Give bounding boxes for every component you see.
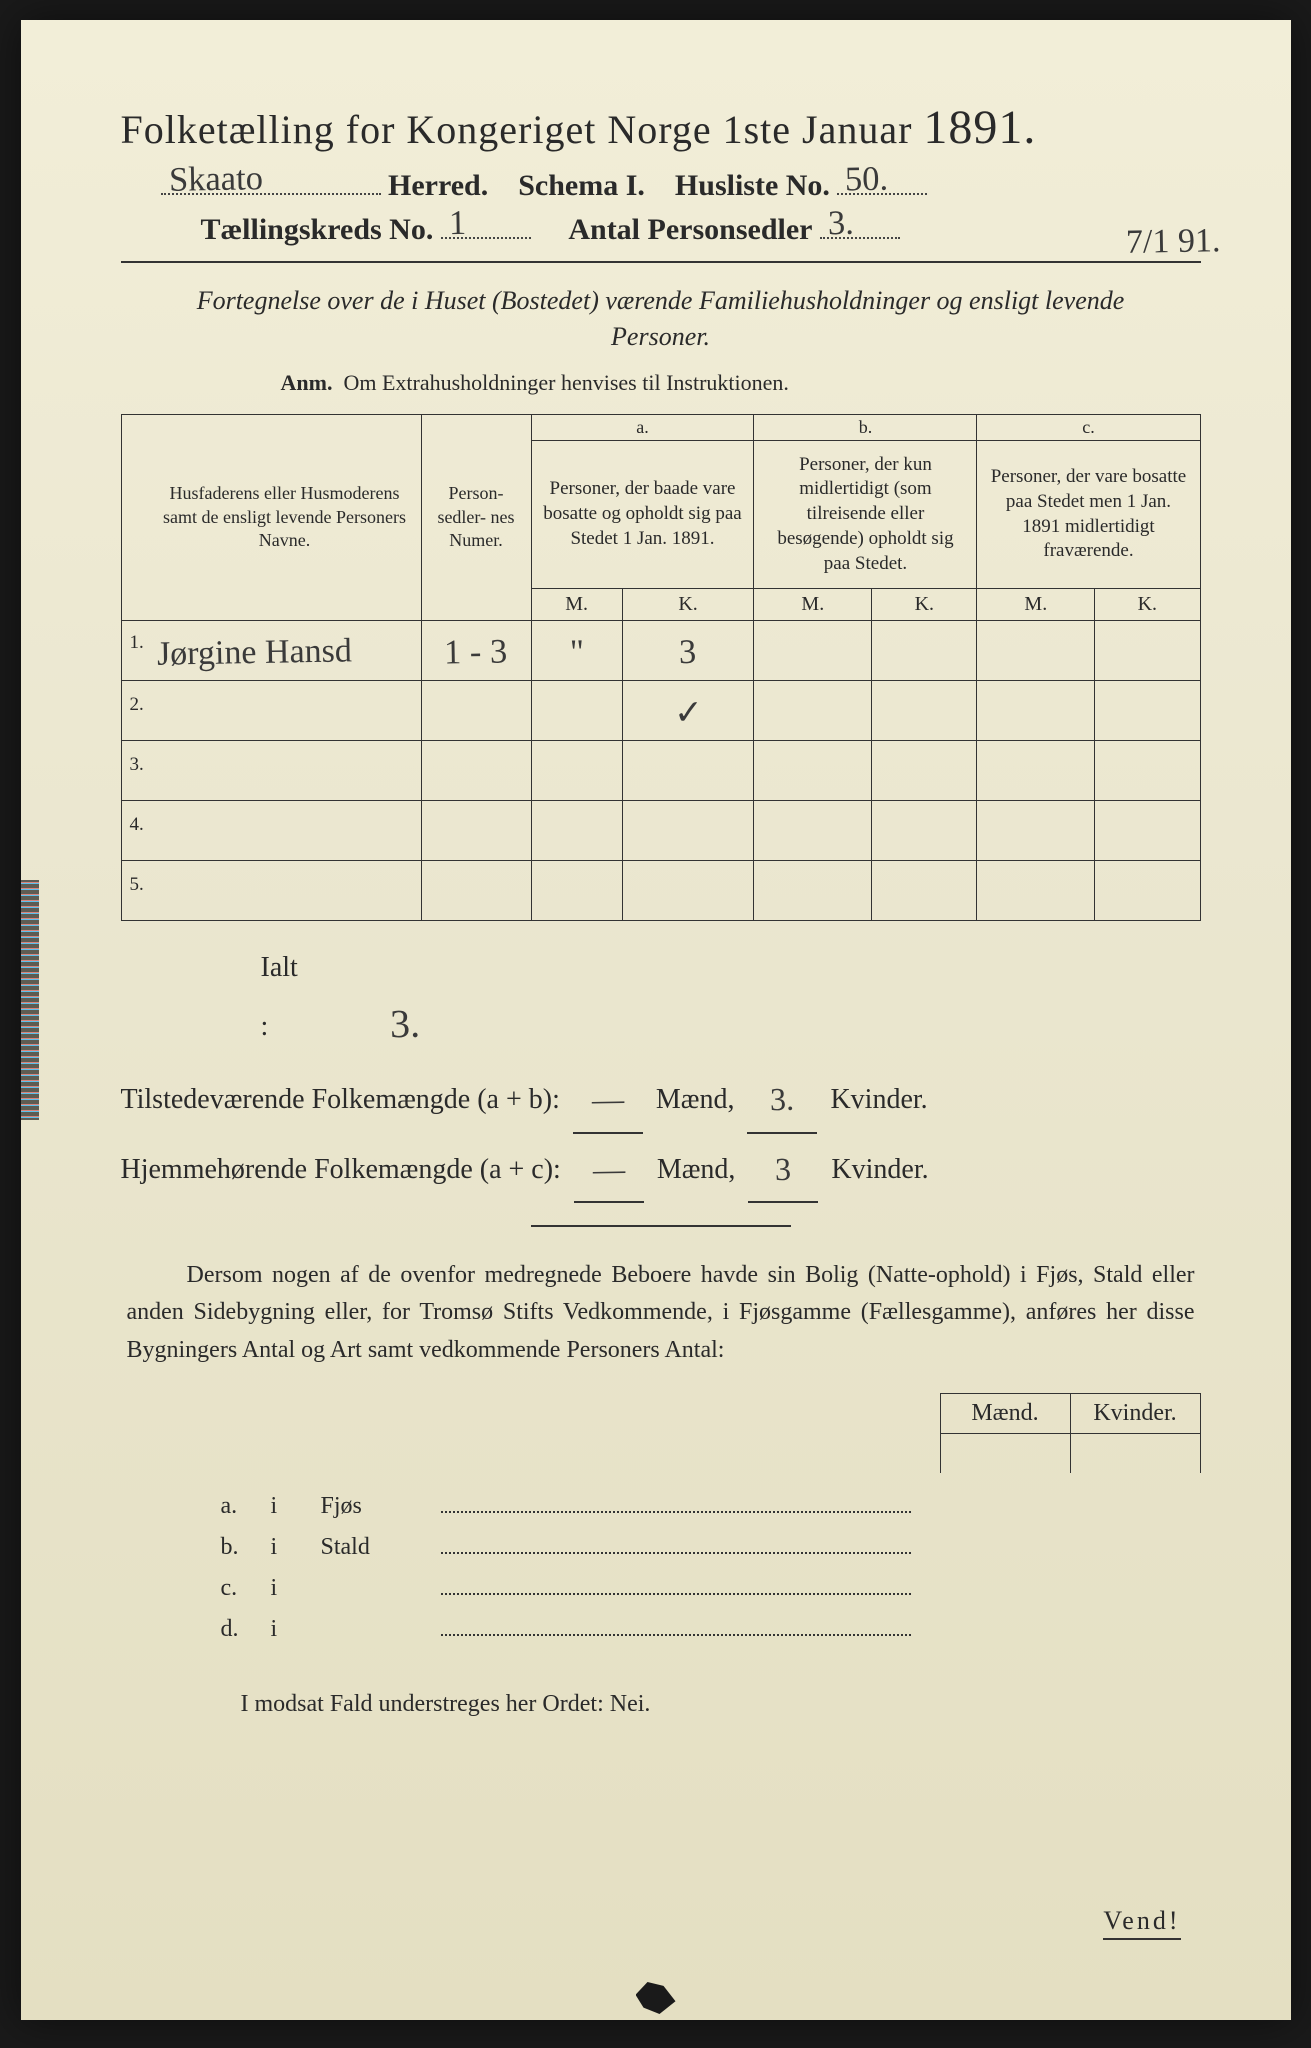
table-row: 2.✓ [121,681,1200,741]
b-k: K. [872,589,977,621]
subtitle: Fortegnelse over de i Huset (Bostedet) v… [161,283,1161,356]
ialt-value: 3. [374,981,435,1066]
anm-text: Om Extrahusholdninger henvises til Instr… [343,370,788,395]
building-row: a.iFjøs [121,1493,1201,1520]
c-m: M. [977,589,1095,621]
title-year: 1891. [923,101,1036,154]
mk-m: Mænd. [940,1393,1070,1433]
divider-1 [121,261,1201,263]
sedler-value: 3. [828,204,855,243]
group-a-header: Personer, der baade vare bosatte og opho… [531,440,754,588]
household-table: Husfaderens eller Husmoderens samt de en… [121,414,1201,921]
census-form-page: Folketælling for Kongeriget Norge 1ste J… [21,20,1291,2020]
present-k: 3. [770,1066,795,1134]
totals-block: Ialt : 3. Tilstedeværende Folkemængde (a… [121,939,1201,1203]
header-line-2: Skaato Herred. Schema I. Husliste No. 50… [121,169,1201,203]
building-row: c.i [121,1575,1201,1602]
closing-line: I modsat Fald understreges her Ordet: Ne… [121,1691,1201,1718]
husliste-value: 50. [845,160,889,200]
group-b-header: Personer, der kun midlertidigt (som tilr… [754,440,977,588]
header-line-3: Tællingskreds No. 1 Antal Personsedler 3… [121,213,1201,247]
scan-edge-noise [21,880,39,1120]
kvinder-1: Kvinder. [830,1084,927,1115]
maend-1: Mænd, [656,1084,735,1115]
title-date: 1ste Januar [723,107,913,152]
home-m: — [592,1135,625,1203]
margin-date: 7/1 91. [1126,222,1221,262]
form-title: Folketælling for Kongeriget Norge 1ste J… [121,100,1201,155]
kreds-value: 1 [449,204,467,243]
schema-label: Schema I. [518,169,645,202]
anm-line: Anm. Om Extrahusholdninger henvises til … [121,370,1201,396]
present-m: — [591,1066,624,1134]
building-row: d.i [121,1616,1201,1643]
group-c-header: Personer, der vare bosatte paa Stedet me… [977,440,1200,588]
divider-2 [531,1225,791,1227]
group-c-letter: c. [977,414,1200,440]
paragraph: Dersom nogen af de ovenfor medregnede Be… [127,1257,1195,1369]
building-list: a.iFjøs b.iStald c.i d.i [121,1493,1201,1643]
herred-value: Skaato [168,159,263,200]
mk-header-table: Mænd. Kvinder. [940,1393,1201,1474]
vend-label: Vend! [1103,1906,1180,1940]
table-row: 1.Jørgine Hansd1 - 3"3 [121,621,1200,681]
group-a-letter: a. [531,414,754,440]
b-m: M. [754,589,872,621]
present-label: Tilstedeværende Folkemængde (a + b): [121,1084,560,1115]
col-name-header: Husfaderens eller Husmoderens samt de en… [121,414,421,620]
herred-label: Herred. [388,169,488,202]
table-row: 5. [121,861,1200,921]
home-k: 3 [775,1136,792,1204]
table-row: 3. [121,741,1200,801]
a-m: M. [531,589,622,621]
home-label: Hjemmehørende Folkemængde (a + c): [121,1154,561,1185]
husliste-label: Husliste No. [675,169,830,202]
sedler-label: Antal Personsedler [568,213,812,246]
page-tear [636,1982,676,2014]
mk-k: Kvinder. [1070,1393,1200,1433]
anm-prefix: Anm. [281,370,333,395]
maend-2: Mænd, [657,1154,736,1185]
a-k: K. [622,589,754,621]
ialt-label: Ialt : [121,939,291,1057]
col-num-header: Person- sedler- nes Numer. [421,414,531,620]
table-row: 4. [121,801,1200,861]
group-b-letter: b. [754,414,977,440]
kvinder-2: Kvinder. [831,1154,928,1185]
c-k: K. [1095,589,1200,621]
title-text: Folketælling for Kongeriget Norge [121,107,712,152]
kreds-label: Tællingskreds No. [201,213,434,246]
building-row: b.iStald [121,1534,1201,1561]
